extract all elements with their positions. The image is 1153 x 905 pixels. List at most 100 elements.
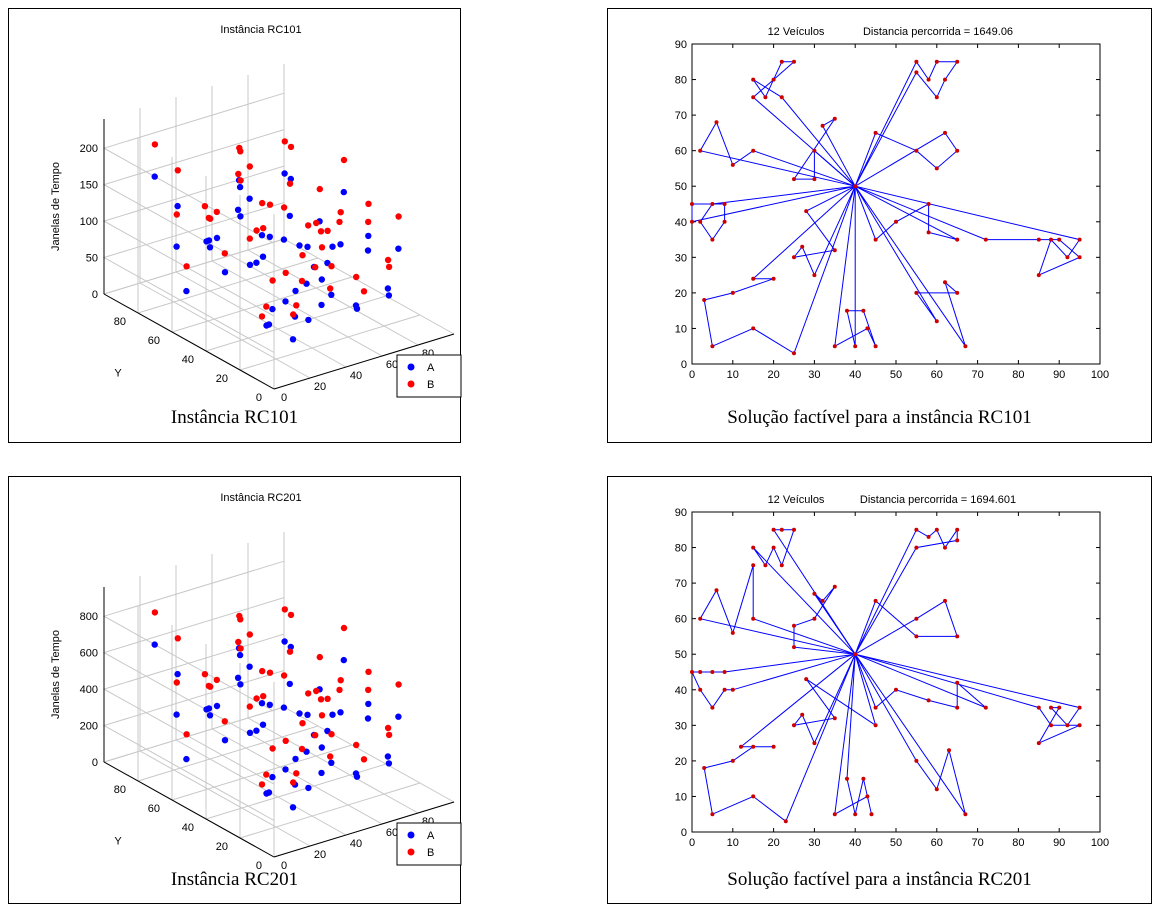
data-point-a <box>234 206 242 213</box>
legend-label: A <box>427 830 435 842</box>
customer-node <box>702 298 707 302</box>
route-line-11 <box>703 653 856 823</box>
customer-node <box>800 244 805 249</box>
data-point-b <box>269 745 276 752</box>
customer-node <box>947 748 951 753</box>
data-point-b <box>298 277 306 285</box>
data-point-b <box>237 148 244 155</box>
customer-node <box>812 273 817 278</box>
z-tick-label: 150 <box>80 180 98 192</box>
data-point-a <box>266 701 273 708</box>
data-point-b <box>280 672 288 679</box>
customer-node <box>873 237 878 242</box>
data-point-b <box>173 211 180 218</box>
data-point-a <box>281 170 288 177</box>
customer-node <box>1077 255 1082 260</box>
grid-line <box>103 238 285 295</box>
y-tick-label: 60 <box>148 335 160 347</box>
chart-title: Instância RC101 <box>220 24 301 36</box>
z-tick-label: 200 <box>80 721 98 733</box>
data-point-a <box>337 709 344 716</box>
data-point-b <box>207 683 214 690</box>
customer-node <box>751 744 756 749</box>
plot-area <box>691 511 1101 833</box>
data-point-b <box>327 285 334 292</box>
x-tick-label: 70 <box>971 837 983 849</box>
x-tick-label: 70 <box>971 369 983 381</box>
data-point-b <box>221 250 228 257</box>
customer-node <box>832 716 837 721</box>
data-point-a <box>292 755 299 763</box>
customer-node <box>722 202 727 206</box>
customer-node <box>914 758 919 763</box>
y-tick-label: 0 <box>681 827 687 839</box>
customer-node <box>698 219 703 224</box>
data-point-a <box>253 727 260 734</box>
customer-node <box>779 95 784 100</box>
grid-line <box>137 257 319 314</box>
customer-node <box>771 545 776 550</box>
y-tick-label: 50 <box>675 649 687 661</box>
x-tick-label: 10 <box>727 837 739 849</box>
data-point-b <box>287 611 295 619</box>
data-point-b <box>281 606 288 613</box>
data-point-a <box>318 301 325 309</box>
customer-node <box>955 680 960 685</box>
data-point-a <box>236 651 244 659</box>
customer-node <box>853 344 858 349</box>
data-point-b <box>353 273 360 281</box>
caption-rc201-solution: Solução factível para a instância RC201 <box>727 869 1032 890</box>
grid-line <box>211 260 383 357</box>
customer-node <box>1077 237 1082 242</box>
customer-node <box>873 598 878 603</box>
customer-node <box>1077 705 1082 710</box>
customer-node <box>812 741 817 746</box>
y-tick-label: 10 <box>675 791 687 803</box>
z-tick-label: 200 <box>80 143 98 155</box>
data-point-a <box>246 195 253 202</box>
scatter3d-chart-rc201: 0204060800204060800200400600800XYJanelas… <box>50 492 462 872</box>
y-tick-label: 20 <box>675 756 687 768</box>
chart-title: Instância RC201 <box>220 492 301 504</box>
y-axis-line <box>103 293 275 390</box>
x-tick-label: 20 <box>314 381 326 393</box>
x-tick-label: 90 <box>1053 369 1065 381</box>
customer-node <box>751 545 756 550</box>
data-point-b <box>282 737 289 744</box>
data-point-b <box>213 208 220 216</box>
data-point-b <box>305 222 312 229</box>
data-point-a <box>286 212 293 220</box>
data-point-b <box>365 218 372 226</box>
customer-node <box>832 812 837 817</box>
y-tick-label: 20 <box>216 841 228 853</box>
data-point-a <box>385 292 393 299</box>
z-tick-label: 0 <box>92 757 98 769</box>
data-point-b <box>337 209 344 216</box>
data-point-b <box>258 313 266 320</box>
data-point-a <box>329 711 336 718</box>
customer-node <box>751 794 756 799</box>
x-tick-label: 100 <box>1091 369 1109 381</box>
grid-line <box>137 725 319 782</box>
customer-node <box>698 616 703 621</box>
data-point-b <box>328 731 335 738</box>
customer-node <box>779 563 784 568</box>
data-point-a <box>253 259 260 266</box>
customer-node <box>783 819 788 824</box>
caption-rc201: Instância RC201 <box>170 869 299 890</box>
data-point-a <box>282 298 289 305</box>
data-point-b <box>253 227 260 234</box>
data-point-a <box>384 753 392 760</box>
customer-node <box>1036 741 1041 746</box>
customer-node <box>955 290 960 295</box>
customer-node <box>751 563 756 568</box>
customer-node <box>853 184 858 189</box>
y-tick-label: 70 <box>675 578 687 590</box>
data-point-b <box>318 712 326 719</box>
data-point-a <box>183 287 190 295</box>
data-point-a <box>340 656 347 664</box>
data-point-a <box>258 700 266 707</box>
customer-node <box>955 538 960 543</box>
grid-line <box>211 728 383 825</box>
data-point-b <box>318 244 326 251</box>
